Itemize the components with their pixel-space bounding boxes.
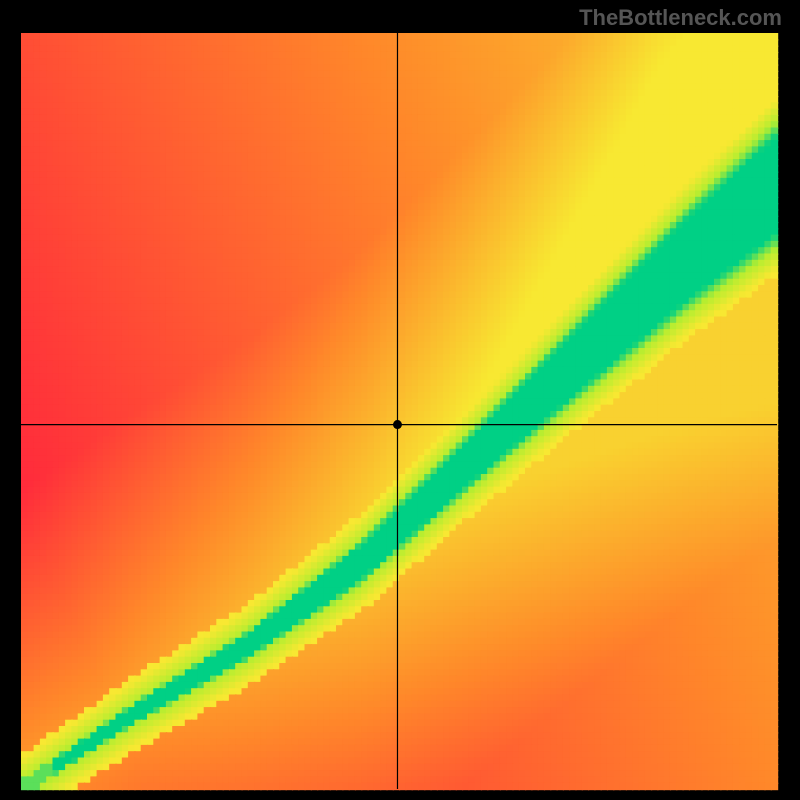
watermark-text: TheBottleneck.com	[579, 5, 782, 31]
bottleneck-heatmap	[0, 0, 800, 800]
